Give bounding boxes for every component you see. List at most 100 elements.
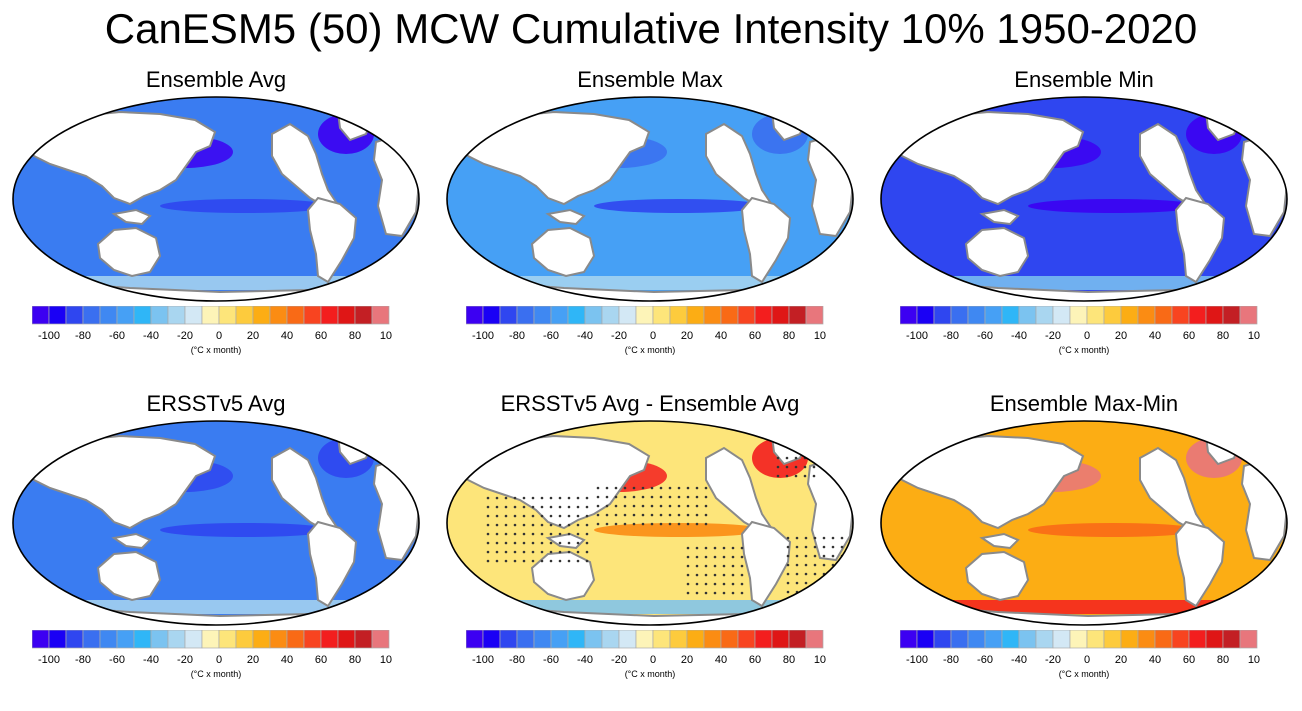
colorbar-swatch bbox=[99, 306, 118, 325]
colorbar-swatch bbox=[303, 630, 322, 649]
panel-title: Ensemble Max bbox=[577, 67, 723, 92]
colorbar-swatch bbox=[737, 630, 756, 649]
colorbar-tick-label: -100 bbox=[472, 654, 494, 666]
colorbar-swatch bbox=[669, 306, 688, 325]
colorbar-swatch bbox=[1018, 306, 1037, 325]
colorbar-swatch bbox=[499, 306, 518, 325]
colorbar-swatch bbox=[1086, 306, 1105, 325]
colorbar-swatch bbox=[201, 306, 220, 325]
colorbar: -100 -80 -60 -40 -20 0 20 40 60 80 100 bbox=[900, 630, 1260, 666]
colorbar-swatch bbox=[1001, 630, 1020, 649]
colorbar-swatch bbox=[669, 630, 688, 649]
equatorial-band bbox=[160, 523, 330, 537]
colorbar-tick-label: 20 bbox=[247, 654, 259, 666]
colorbar-swatch bbox=[184, 630, 203, 649]
southern-ocean-band bbox=[13, 276, 419, 290]
colorbar-swatch bbox=[1069, 306, 1088, 325]
colorbar-swatch bbox=[1222, 630, 1241, 649]
north-america bbox=[705, 122, 772, 208]
equatorial-band bbox=[594, 523, 764, 537]
map-field bbox=[13, 97, 419, 301]
colorbar-tick-label: 80 bbox=[783, 654, 795, 666]
colorbar-swatch bbox=[1154, 630, 1173, 649]
colorbar-swatch bbox=[805, 630, 824, 649]
colorbar: -100 -80 -60 -40 -20 0 20 40 60 80 100 bbox=[32, 630, 392, 666]
maritime-continent bbox=[111, 532, 152, 550]
south-america bbox=[1174, 196, 1226, 284]
colorbar-swatch bbox=[635, 630, 654, 649]
equatorial-band bbox=[594, 199, 764, 213]
colorbar-swatch bbox=[533, 630, 552, 649]
colorbar-swatch bbox=[652, 630, 671, 649]
maritime-continent bbox=[979, 208, 1020, 226]
colorbar-swatch bbox=[984, 630, 1003, 649]
colorbar-swatch bbox=[1188, 306, 1207, 325]
world-map bbox=[880, 420, 1288, 626]
colorbar-units: (°C x month) bbox=[190, 345, 242, 355]
colorbar-swatch bbox=[65, 306, 84, 325]
colorbar-swatch bbox=[482, 630, 501, 649]
colorbar-swatch bbox=[1103, 630, 1122, 649]
australia bbox=[96, 550, 162, 602]
map-border bbox=[880, 96, 1288, 302]
colorbar-tick-label: -40 bbox=[577, 330, 593, 342]
panel-ensemble-max: Ensemble Max -100 -80 -60 -40 -20 0 20 40 60 80 10… bbox=[440, 66, 860, 366]
maritime-continent bbox=[979, 532, 1020, 550]
colorbar-swatch bbox=[482, 306, 501, 325]
colorbar-tick-label: -80 bbox=[943, 654, 959, 666]
equatorial-band bbox=[160, 199, 330, 213]
colorbar-units: (°C x month) bbox=[624, 669, 676, 679]
colorbar-tick-label: -20 bbox=[177, 654, 193, 666]
colorbar-swatch bbox=[1188, 630, 1207, 649]
colorbar-swatch bbox=[150, 306, 169, 325]
maritime-continent bbox=[111, 208, 152, 226]
colorbar-swatch bbox=[933, 630, 952, 649]
colorbar-tick-label: -100 bbox=[38, 654, 60, 666]
colorbar-swatch bbox=[967, 630, 986, 649]
colorbar-tick-label: 40 bbox=[281, 330, 293, 342]
panel-title: ERSSTv5 Avg bbox=[146, 391, 286, 416]
colorbar-swatch bbox=[116, 630, 135, 649]
colorbar-tick-label: -40 bbox=[143, 330, 159, 342]
map-border bbox=[880, 420, 1288, 626]
colorbar-tick-label: -20 bbox=[1045, 654, 1061, 666]
colorbar-tick-label: 0 bbox=[1084, 330, 1090, 342]
colorbar-swatch bbox=[184, 306, 203, 325]
colorbar-tick-label: 40 bbox=[281, 654, 293, 666]
colorbar-swatch bbox=[167, 630, 186, 649]
colorbar-tick-label: -60 bbox=[977, 654, 993, 666]
colorbar-swatch bbox=[269, 306, 288, 325]
colorbar: -100 -80 -60 -40 -20 0 20 40 60 80 100 bbox=[900, 306, 1260, 342]
colorbar-swatch bbox=[133, 306, 152, 325]
colorbar-tick-label: -40 bbox=[1011, 654, 1027, 666]
colorbar-swatch bbox=[1018, 630, 1037, 649]
colorbar: -100 -80 -60 -40 -20 0 20 40 60 80 100 bbox=[466, 306, 826, 342]
equatorial-band bbox=[1028, 523, 1198, 537]
colorbar-tick-label: -40 bbox=[143, 654, 159, 666]
colorbar-tick-label: -80 bbox=[943, 330, 959, 342]
figure-title: CanESM5 (50) MCW Cumulative Intensity 10… bbox=[104, 5, 1198, 52]
colorbar-swatch bbox=[1137, 306, 1156, 325]
southern-ocean-band bbox=[881, 276, 1287, 290]
southern-ocean-band bbox=[13, 600, 419, 614]
colorbar-units: (°C x month) bbox=[1058, 669, 1110, 679]
colorbar-tick-label: -20 bbox=[177, 330, 193, 342]
colorbar-swatch bbox=[1052, 306, 1071, 325]
colorbar-tick-label: -80 bbox=[75, 654, 91, 666]
colorbar-tick-label: 60 bbox=[1183, 654, 1195, 666]
colorbar-tick-label: 40 bbox=[1149, 330, 1161, 342]
south-america bbox=[1174, 520, 1226, 608]
world-map bbox=[12, 96, 420, 302]
colorbar-swatch bbox=[1205, 306, 1224, 325]
world-map bbox=[446, 96, 854, 302]
colorbar-swatch bbox=[269, 630, 288, 649]
map-border bbox=[12, 96, 420, 302]
colorbar-swatch bbox=[32, 630, 50, 649]
southern-ocean-band bbox=[447, 600, 853, 614]
map-border bbox=[446, 96, 854, 302]
colorbar-swatch bbox=[533, 306, 552, 325]
colorbar-tick-label: 100 bbox=[814, 330, 826, 342]
colorbar-swatch bbox=[584, 306, 603, 325]
colorbar-swatch bbox=[652, 306, 671, 325]
colorbar-swatch bbox=[133, 630, 152, 649]
